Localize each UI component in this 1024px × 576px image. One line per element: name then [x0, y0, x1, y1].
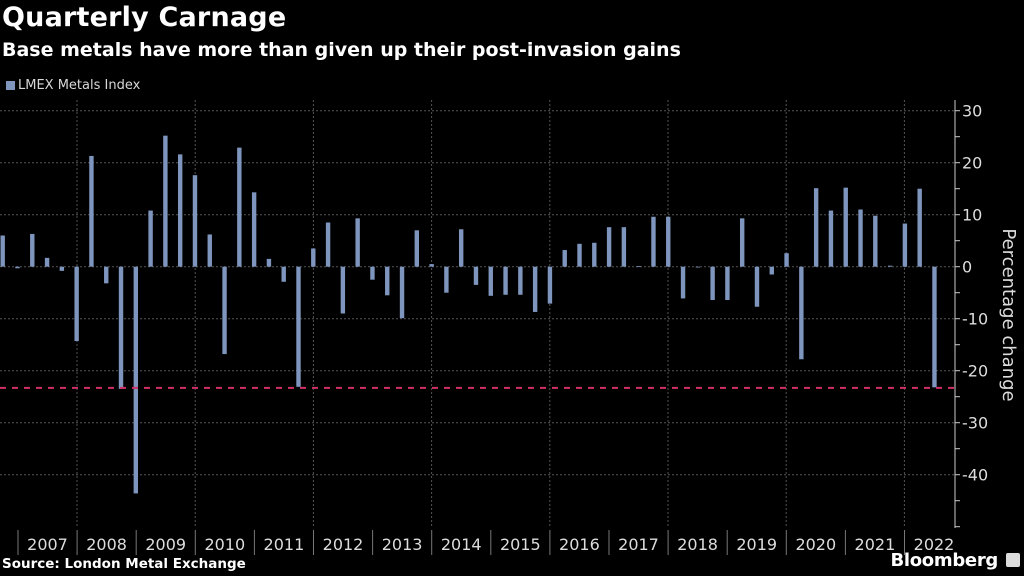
bar [414, 230, 420, 267]
bar [163, 135, 168, 267]
bar [917, 188, 922, 267]
bar [458, 229, 464, 267]
bar [311, 248, 316, 267]
x-tick-label: 2016 [559, 535, 600, 554]
y-tick-label: 30 [962, 102, 982, 121]
bar [266, 258, 272, 267]
y-tick-label: 0 [962, 258, 972, 277]
bar [621, 227, 627, 267]
bar [651, 216, 656, 267]
bar [695, 266, 701, 268]
bar [237, 147, 242, 267]
y-tick-label: -10 [962, 310, 988, 329]
x-tick-label: 2019 [736, 535, 777, 554]
x-tick-label: 2017 [618, 535, 659, 554]
bar [843, 187, 848, 267]
bar [873, 215, 878, 267]
y-tick-label: -20 [962, 362, 988, 381]
bar [769, 266, 774, 275]
bar [813, 188, 819, 267]
bar [710, 266, 715, 300]
bar [385, 266, 390, 296]
bar [740, 218, 745, 267]
bar [281, 266, 286, 282]
bar [828, 210, 834, 267]
legend: LMEX Metals Index [6, 78, 140, 93]
bar [118, 266, 124, 389]
legend-swatch [6, 81, 15, 90]
bar [754, 266, 760, 307]
x-tick-label: 2018 [677, 535, 718, 554]
bar [799, 266, 804, 360]
bar [296, 266, 301, 387]
y-axis-title: Percentage change [998, 228, 1019, 401]
bar [399, 266, 405, 319]
bar [355, 218, 360, 267]
bar [606, 227, 612, 267]
bar [858, 209, 863, 267]
legend-label: LMEX Metals Index [18, 78, 141, 93]
x-tick-label: 2011 [264, 535, 305, 554]
bar [222, 266, 227, 355]
bar [0, 235, 5, 267]
x-tick-label: 2007 [27, 535, 68, 554]
bar [636, 266, 641, 267]
bar [30, 233, 35, 267]
x-tick-label: 2021 [855, 535, 896, 554]
x-tick-label: 2020 [795, 535, 836, 554]
bar [887, 265, 893, 267]
y-tick-label: 20 [962, 154, 982, 173]
bar [207, 234, 212, 267]
bar [340, 266, 346, 314]
bar [725, 266, 730, 300]
bar [680, 266, 686, 299]
bar [44, 257, 50, 267]
bar [429, 264, 434, 267]
bar [251, 192, 257, 267]
bloomberg-logo: Bloomberg [890, 550, 998, 571]
bar [902, 223, 908, 267]
bar [370, 266, 375, 280]
bar [503, 266, 508, 295]
bar [89, 155, 94, 267]
x-tick-label: 2015 [500, 535, 541, 554]
bar [532, 266, 538, 312]
bar [148, 210, 153, 267]
chart-subtitle: Base metals have more than given up thei… [2, 39, 681, 61]
bar [473, 266, 479, 285]
bar [784, 253, 789, 267]
bar [192, 175, 198, 267]
bar [488, 266, 493, 296]
bar [518, 266, 523, 295]
bar [932, 266, 937, 388]
bloomberg-chart-icon [1006, 553, 1020, 567]
bar [577, 243, 582, 267]
bar [325, 222, 331, 267]
x-tick-label: 2022 [914, 535, 955, 554]
x-tick-label: 2009 [145, 535, 186, 554]
bar [666, 216, 671, 267]
x-tick-label: 2012 [323, 535, 364, 554]
bar [104, 266, 109, 284]
bar [562, 250, 567, 267]
x-tick-label: 2008 [86, 535, 127, 554]
source-note: Source: London Metal Exchange [2, 556, 246, 572]
x-tick-label: 2010 [204, 535, 245, 554]
y-tick-label: -40 [962, 466, 988, 485]
bar [133, 266, 139, 494]
chart-title: Quarterly Carnage [2, 2, 287, 33]
x-tick-label: 2014 [441, 535, 482, 554]
y-tick-label: -30 [962, 414, 988, 433]
bar [592, 242, 597, 267]
bar [177, 154, 183, 267]
x-tick-label: 2013 [382, 535, 423, 554]
bar [444, 266, 449, 293]
y-tick-label: 10 [962, 206, 982, 225]
bar [15, 266, 20, 269]
bar [547, 266, 553, 304]
bar [59, 266, 65, 271]
bar [74, 266, 79, 342]
